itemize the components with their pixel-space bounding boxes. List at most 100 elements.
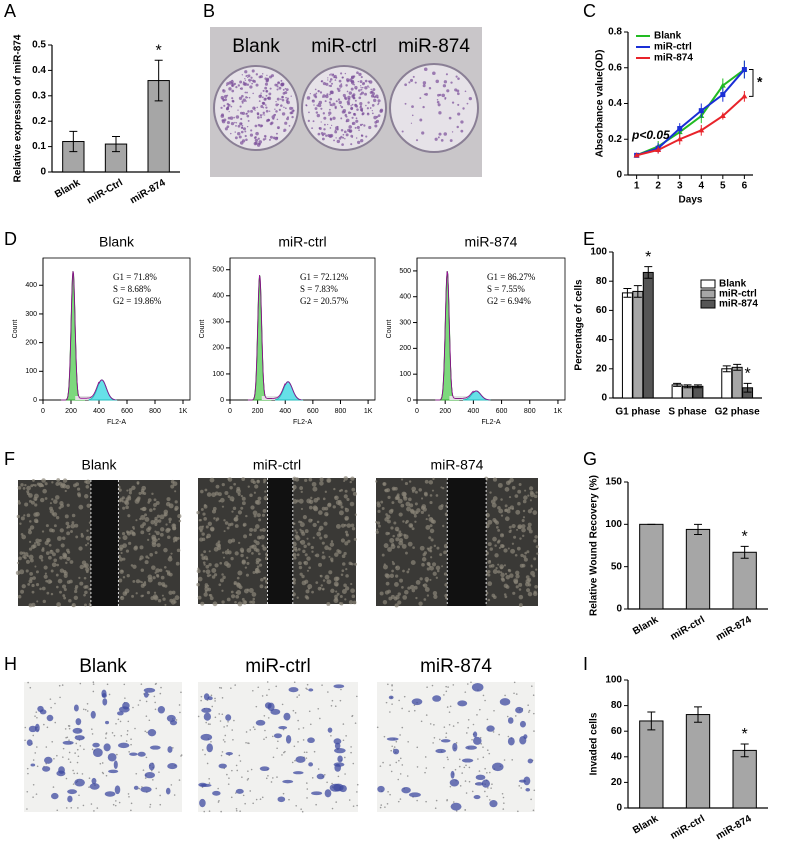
colony-dot bbox=[276, 85, 279, 88]
cell bbox=[258, 570, 261, 574]
cell bbox=[147, 538, 150, 542]
fit bbox=[61, 271, 116, 401]
cell bbox=[206, 743, 213, 753]
error-bar bbox=[633, 285, 642, 298]
cell bbox=[378, 524, 381, 528]
colony-dot bbox=[354, 85, 358, 90]
x-tick-label: miR-ctrl bbox=[669, 614, 707, 643]
cell bbox=[312, 486, 318, 492]
pore bbox=[379, 806, 382, 809]
cell bbox=[146, 527, 151, 533]
cell bbox=[43, 565, 48, 570]
pore bbox=[308, 710, 311, 713]
pore bbox=[340, 688, 342, 691]
cell bbox=[56, 563, 60, 567]
cell bbox=[490, 499, 496, 505]
pore bbox=[72, 783, 75, 785]
cell bbox=[400, 503, 405, 508]
cell bbox=[140, 583, 145, 588]
pore bbox=[486, 718, 489, 721]
cell bbox=[221, 600, 225, 604]
cell bbox=[432, 591, 438, 596]
colony-dot bbox=[314, 95, 318, 99]
cell bbox=[237, 510, 243, 515]
cell bbox=[31, 590, 35, 594]
colony-dot bbox=[322, 96, 324, 98]
colony-dot bbox=[247, 110, 250, 113]
colony-dot bbox=[334, 79, 337, 81]
pore bbox=[416, 799, 418, 802]
cell bbox=[65, 521, 70, 526]
x-tick-label: 200 bbox=[65, 408, 77, 415]
cell bbox=[198, 525, 204, 531]
pore bbox=[302, 739, 305, 741]
pore bbox=[227, 720, 229, 723]
cell bbox=[419, 577, 423, 581]
cell bbox=[422, 553, 426, 557]
image-label: miR-ctrl bbox=[245, 656, 310, 677]
pore bbox=[234, 792, 237, 794]
y-tick-label: 400 bbox=[25, 282, 37, 289]
cell bbox=[527, 494, 530, 497]
cell bbox=[426, 594, 430, 597]
cell bbox=[311, 550, 314, 553]
cell bbox=[315, 581, 319, 585]
cell-cycle-stat: G2 = 6.94% bbox=[487, 296, 531, 306]
pore bbox=[214, 700, 216, 702]
colony-dot bbox=[323, 132, 326, 135]
pore bbox=[102, 772, 105, 775]
x-axis-label: FL2-A bbox=[293, 419, 312, 426]
line bbox=[636, 68, 746, 157]
cell-cycle-stat: G2 = 19.86% bbox=[113, 296, 162, 306]
cell bbox=[505, 480, 511, 486]
cell bbox=[62, 584, 67, 589]
cell bbox=[84, 563, 89, 568]
pore bbox=[435, 799, 438, 802]
cell bbox=[122, 535, 128, 541]
colony-dot bbox=[438, 132, 442, 136]
marker bbox=[719, 113, 726, 119]
cell bbox=[157, 598, 162, 603]
cell bbox=[391, 560, 394, 563]
cell bbox=[139, 555, 144, 560]
cell bbox=[231, 510, 234, 513]
colony-dot bbox=[321, 137, 325, 141]
colony-dot bbox=[280, 98, 282, 101]
cell bbox=[264, 586, 268, 589]
pore bbox=[86, 703, 89, 705]
cell bbox=[429, 566, 434, 571]
bar bbox=[671, 384, 683, 399]
cell bbox=[70, 530, 73, 533]
colony-dot bbox=[350, 143, 353, 146]
colony-dot bbox=[277, 81, 280, 84]
pore bbox=[119, 720, 122, 723]
bar bbox=[685, 528, 711, 610]
colony-dot bbox=[262, 107, 265, 109]
pore bbox=[105, 732, 108, 734]
cell bbox=[435, 576, 439, 579]
pore bbox=[51, 741, 54, 743]
colony-dot bbox=[351, 116, 354, 119]
cell bbox=[147, 728, 157, 737]
colony-dot bbox=[448, 116, 452, 120]
colony-dot bbox=[352, 83, 354, 86]
cell bbox=[207, 587, 212, 592]
cell bbox=[86, 503, 91, 508]
colony-dot bbox=[330, 90, 334, 95]
pore bbox=[140, 683, 143, 685]
y-axis-label: Relative Wound Recovery (%) bbox=[589, 475, 600, 616]
cell bbox=[516, 546, 521, 551]
cell bbox=[159, 532, 164, 537]
pore bbox=[464, 780, 467, 782]
cell bbox=[292, 499, 298, 504]
cell bbox=[255, 557, 261, 563]
cell bbox=[196, 510, 200, 515]
cell bbox=[345, 574, 349, 578]
colony-dot bbox=[365, 135, 368, 138]
pore bbox=[489, 771, 491, 774]
marker bbox=[719, 82, 726, 88]
cell bbox=[237, 570, 243, 576]
colony-dot bbox=[313, 104, 315, 106]
cell bbox=[296, 596, 299, 599]
pore bbox=[175, 719, 178, 721]
